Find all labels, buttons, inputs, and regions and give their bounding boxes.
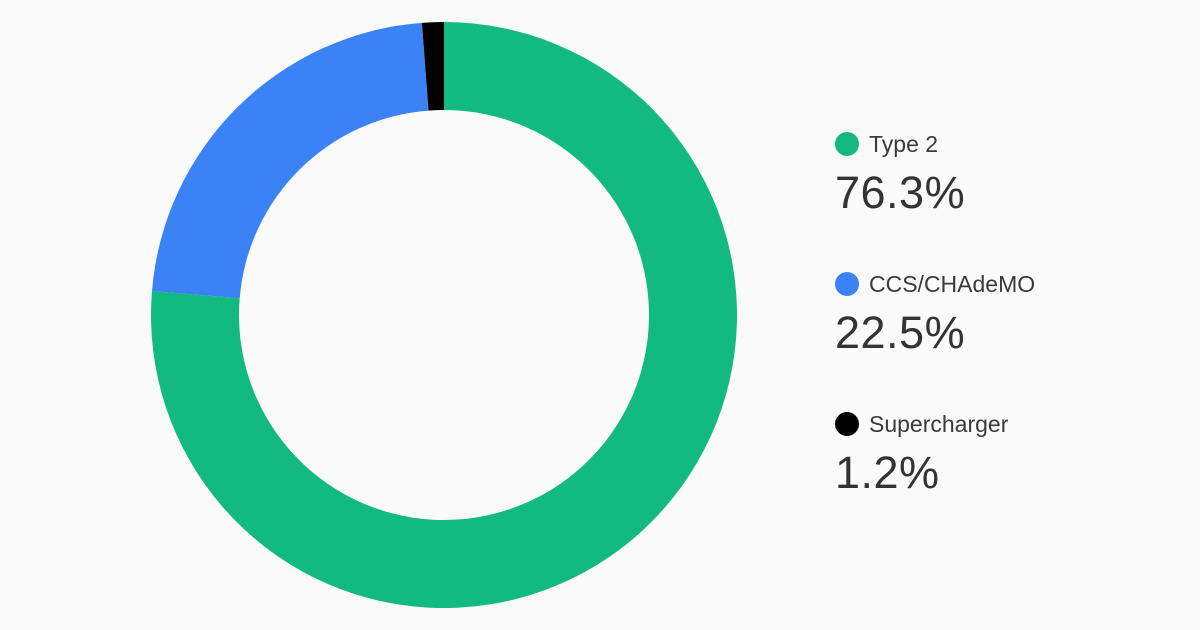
legend-swatch-type-2: [835, 132, 859, 156]
legend-value-type-2: 76.3%: [835, 167, 966, 218]
legend-swatch-supercharger: [835, 412, 859, 436]
legend-item-supercharger: Supercharger 1.2%: [835, 408, 1165, 548]
legend-value-ccs-chademo: 22.5%: [835, 307, 966, 358]
chart-legend: Type 2 76.3% CCS/CHAdeMO 22.5% Superchar…: [835, 128, 1165, 548]
legend-item-ccs-chademo: CCS/CHAdeMO 22.5%: [835, 268, 1165, 408]
donut-slice-supercharger: [421, 22, 444, 111]
donut-slice-type-2: [150, 22, 737, 608]
donut-slice-ccs-chademo: [151, 22, 429, 299]
legend-label-ccs-chademo: CCS/CHAdeMO: [869, 270, 1036, 297]
legend-value-supercharger: 1.2%: [835, 447, 940, 498]
legend-swatch-ccs-chademo: [835, 272, 859, 296]
legend-label-type-2: Type 2: [869, 130, 939, 157]
legend-item-type-2: Type 2 76.3%: [835, 128, 1165, 268]
legend-label-supercharger: Supercharger: [869, 410, 1009, 437]
